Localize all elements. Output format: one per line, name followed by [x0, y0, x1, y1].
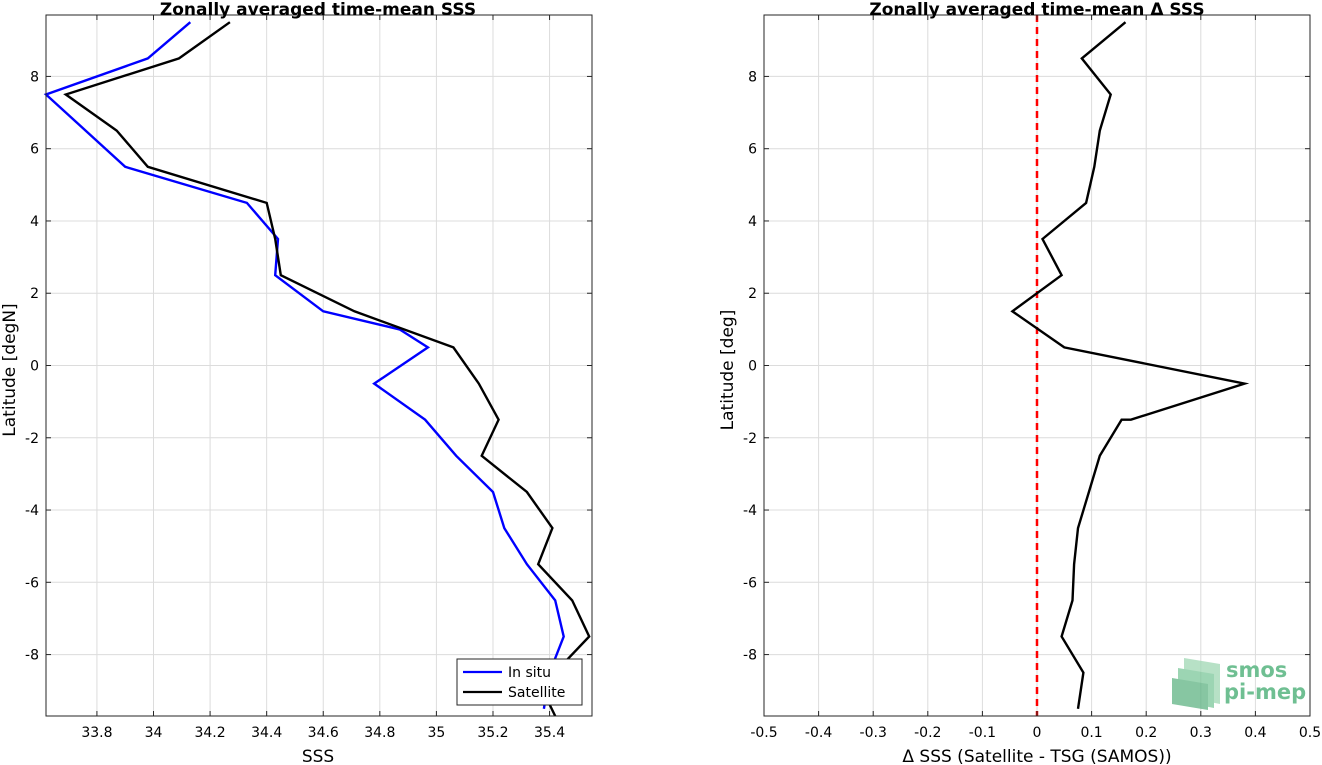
right-series: [1010, 21, 1250, 709]
legend-label-in-situ: In situ: [508, 665, 551, 681]
right-y-tick-label: 0: [748, 359, 757, 375]
left-y-tick-label: -2: [25, 431, 39, 447]
left-x-tick-label: 34: [145, 725, 163, 741]
smos-pi-mep-logo: smos pi-mep: [1172, 658, 1306, 710]
left-panel: 33.8 34 34.2 34.4 34.6 34.8 35 35.2 35.4 -8-6-4-…: [0, 0, 593, 765]
left-x-tick-label: 34.8: [364, 725, 395, 741]
right-x-tick-label: -0.2: [914, 725, 941, 741]
left-x-axis-label: SSS: [302, 747, 334, 765]
legend-box: [456, 658, 583, 706]
left-x-tick-label: 35.4: [534, 725, 565, 741]
left-x-ticks: 33.8 34 34.2 34.4 34.6 34.8 35 35.2 35.4: [81, 15, 565, 741]
legend-label-satellite: Satellite: [508, 685, 565, 701]
right-y-tick-label: 6: [748, 142, 757, 158]
left-y-tick-label: 6: [30, 142, 39, 158]
left-x-tick-label: 33.8: [81, 725, 112, 741]
right-x-tick-label: 0.3: [1190, 725, 1212, 741]
right-y-tick-label: 2: [748, 286, 757, 302]
right-series-line-delta-sss: [1010, 21, 1250, 709]
right-y-tick-label: 4: [748, 214, 757, 230]
left-x-tick-label: 34.2: [194, 725, 225, 741]
right-y-tick-label: -2: [743, 431, 757, 447]
right-x-tick-label: 0.1: [1080, 725, 1102, 741]
left-chart-title: Zonally averaged time-mean SSS: [160, 0, 476, 20]
right-x-tick-label: 0.4: [1244, 725, 1266, 741]
right-x-tick-label: -0.3: [860, 725, 887, 741]
right-x-tick-label: -0.4: [805, 725, 832, 741]
left-y-tick-label: -4: [25, 503, 39, 519]
right-y-tick-label: -6: [743, 575, 757, 591]
left-series-line-in-situ: [43, 21, 565, 709]
logo-line-2: pi-mep: [1224, 680, 1306, 704]
right-y-tick-label: -8: [743, 648, 757, 664]
right-y-ticks: -8 -6 -4 -2 0 2 4 6 8: [743, 69, 1310, 664]
left-y-axis-label: Latitude [degN]: [0, 303, 20, 436]
right-panel: -0.5 -0.4 -0.3 -0.2 -0.1 0 0.1 0.2 0.3 0.4 0.5 -8-…: [718, 0, 1321, 765]
left-grid: [46, 15, 592, 716]
right-x-tick-label: 0: [1033, 725, 1042, 741]
left-y-tick-label: 2: [30, 286, 39, 302]
right-y-axis-label: Latitude [deg]: [718, 310, 738, 431]
right-x-tick-label: 0.5: [1299, 725, 1321, 741]
right-chart-title: Zonally averaged time-mean Δ SSS: [869, 0, 1204, 20]
logo-line-1: smos: [1226, 658, 1287, 682]
left-x-tick-label: 35.2: [477, 725, 508, 741]
left-x-tick-label: 35: [427, 725, 445, 741]
left-y-ticks: -8 -6 -4 -2 0 2 4 6 8: [25, 69, 592, 664]
left-y-tick-label: -8: [25, 648, 39, 664]
right-x-tick-label: -0.5: [750, 725, 777, 741]
right-x-axis-label: Δ SSS (Satellite - TSG (SAMOS)): [902, 747, 1171, 765]
right-y-tick-label: -4: [743, 503, 757, 519]
left-series-line-satellite: [63, 21, 591, 717]
legend: In situ Satellite: [456, 658, 583, 706]
left-y-tick-label: -6: [25, 575, 39, 591]
right-y-tick-label: 8: [748, 69, 757, 85]
logo-mark-icon: [1172, 658, 1220, 710]
left-y-tick-label: 0: [30, 359, 39, 375]
left-y-tick-label: 4: [30, 214, 39, 230]
right-x-tick-label: 0.2: [1135, 725, 1157, 741]
left-y-tick-label: 8: [30, 69, 39, 85]
right-x-ticks: -0.5 -0.4 -0.3 -0.2 -0.1 0 0.1 0.2 0.3 0.4 0.5: [750, 15, 1321, 741]
left-x-tick-label: 34.4: [251, 725, 282, 741]
left-series: [43, 21, 591, 717]
left-x-tick-label: 34.6: [308, 725, 339, 741]
right-x-tick-label: -0.1: [969, 725, 996, 741]
